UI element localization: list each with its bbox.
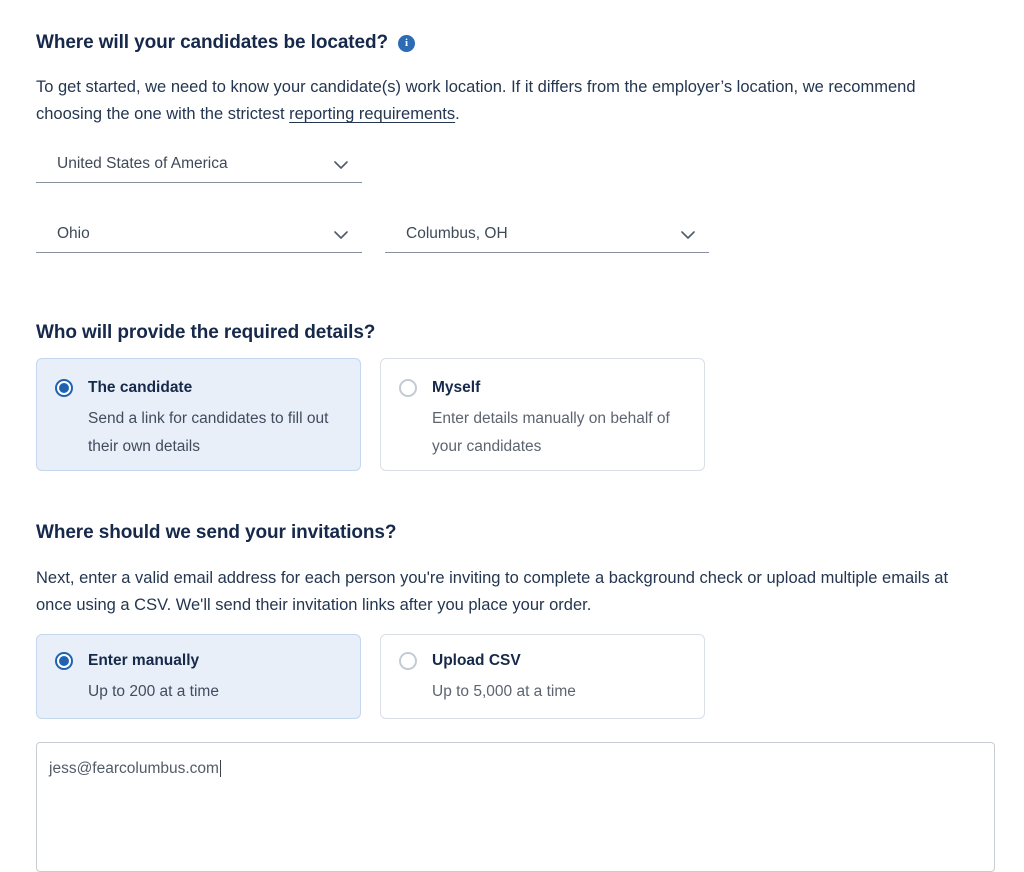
option-card-upload-csv[interactable]: Upload CSV Up to 5,000 at a time (380, 634, 705, 719)
reporting-requirements-link[interactable]: reporting requirements (289, 105, 456, 123)
radio-unselected-icon[interactable] (399, 652, 417, 670)
country-select-value: United States of America (57, 155, 228, 172)
chevron-down-icon (334, 226, 348, 244)
radio-unselected-icon[interactable] (399, 379, 417, 397)
details-heading-text: Who will provide the required details? (36, 322, 376, 343)
invite-candidates-form: Where will your candidates be located? i… (36, 32, 995, 872)
location-description-text: To get started, we need to know your can… (36, 78, 916, 123)
email-textarea[interactable]: jess@fearcolumbus.com (36, 742, 995, 872)
state-city-select-row: Ohio Columbus, OH (36, 216, 995, 253)
invitations-description: Next, enter a valid email address for ea… (36, 569, 949, 614)
text-cursor (219, 760, 222, 777)
location-description-period: . (455, 105, 460, 123)
option-title: Myself (432, 379, 481, 396)
option-title: Upload CSV (432, 652, 521, 669)
option-text: Myself Enter details manually on behalf … (432, 378, 684, 470)
city-select-value: Columbus, OH (406, 225, 508, 242)
option-card-myself[interactable]: Myself Enter details manually on behalf … (380, 358, 705, 471)
option-description: Up to 5,000 at a time (432, 683, 576, 700)
option-text: The candidate Send a link for candidates… (88, 378, 340, 470)
state-select-value: Ohio (57, 225, 90, 242)
option-description: Send a link for candidates to fill out t… (88, 410, 329, 455)
info-icon[interactable]: i (398, 34, 416, 52)
country-select[interactable]: United States of America (36, 146, 362, 183)
city-select[interactable]: Columbus, OH (385, 216, 709, 253)
option-card-enter-manually[interactable]: Enter manually Up to 200 at a time (36, 634, 361, 719)
option-title: The candidate (88, 379, 193, 396)
option-description: Up to 200 at a time (88, 683, 219, 700)
option-text: Upload CSV Up to 5,000 at a time (432, 651, 576, 718)
invitations-heading-text: Where should we send your invitations? (36, 522, 397, 543)
radio-selected-icon[interactable] (55, 652, 73, 670)
location-heading: Where will your candidates be located? i (36, 32, 995, 54)
details-heading: Who will provide the required details? (36, 322, 995, 344)
section-candidate-location: Where will your candidates be located? i… (36, 32, 995, 253)
radio-selected-icon[interactable] (55, 379, 73, 397)
country-select-row: United States of America (36, 146, 995, 183)
location-heading-text: Where will your candidates be located? (36, 32, 389, 53)
state-select[interactable]: Ohio (36, 216, 362, 253)
invitations-heading: Where should we send your invitations? (36, 522, 995, 544)
option-title: Enter manually (88, 652, 200, 669)
chevron-down-icon (681, 226, 695, 244)
invitations-option-cards: Enter manually Up to 200 at a time Uploa… (36, 634, 995, 719)
email-text-value: jess@fearcolumbus.com (49, 760, 219, 777)
section-send-invitations: Where should we send your invitations? N… (36, 522, 995, 872)
chevron-down-icon (334, 156, 348, 174)
location-description: To get started, we need to know your can… (36, 74, 981, 128)
option-text: Enter manually Up to 200 at a time (88, 651, 219, 718)
section-required-details: Who will provide the required details? T… (36, 322, 995, 471)
details-option-cards: The candidate Send a link for candidates… (36, 358, 995, 471)
option-card-the-candidate[interactable]: The candidate Send a link for candidates… (36, 358, 361, 471)
option-description: Enter details manually on behalf of your… (432, 410, 670, 455)
